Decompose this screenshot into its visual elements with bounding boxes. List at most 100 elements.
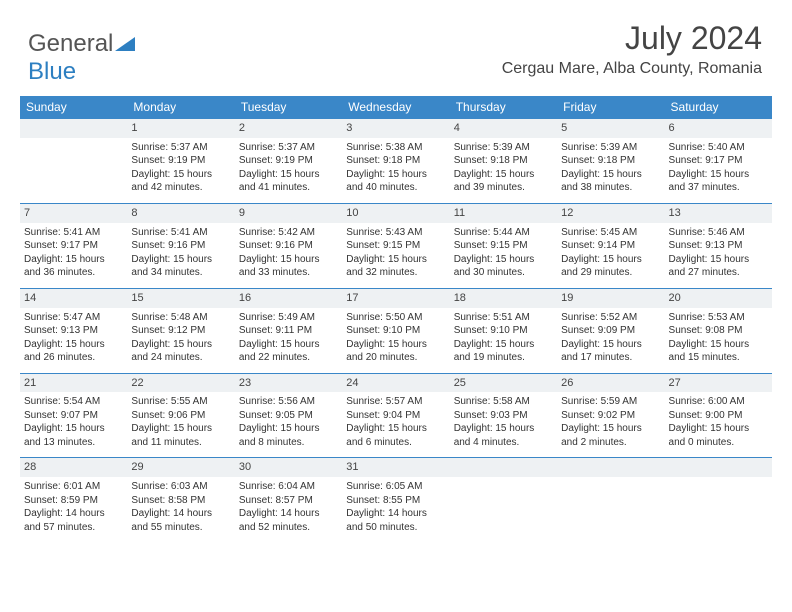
day-details: Sunrise: 5:47 AMSunset: 9:13 PMDaylight:… [24,311,123,365]
calendar-cell: 29Sunrise: 6:03 AMSunset: 8:58 PMDayligh… [127,458,234,542]
day-number: 18 [450,289,557,308]
calendar-cell: 14 Sunrise: 5:47 AMSunset: 9:13 PMDayligh… [20,288,127,373]
weekday-header: Tuesday [235,96,342,119]
day-number: 1 [127,119,234,138]
day-number-empty [20,119,127,138]
day-number: 28 [20,458,127,477]
calendar-cell: 22Sunrise: 5:55 AMSunset: 9:06 PMDayligh… [127,373,234,458]
day-details: Sunrise: 5:57 AMSunset: 9:04 PMDaylight:… [346,395,445,449]
calendar-cell: 12 Sunrise: 5:45 AMSunset: 9:14 PMDayligh… [557,203,664,288]
day-details: Sunrise: 5:50 AMSunset: 9:10 PMDaylight:… [346,311,445,365]
calendar-cell: 9 Sunrise: 5:42 AMSunset: 9:16 PMDaylight… [235,203,342,288]
logo-word2: Blue [28,58,76,85]
day-details: Sunrise: 5:58 AMSunset: 9:03 PMDaylight:… [454,395,553,449]
day-details: Sunrise: 5:43 AMSunset: 9:15 PMDaylight:… [346,226,445,280]
calendar-cell [665,458,772,542]
day-details: Sunrise: 5:37 AMSunset: 9:19 PMDaylight:… [239,141,338,195]
calendar-cell: 27Sunrise: 6:00 AMSunset: 9:00 PMDayligh… [665,373,772,458]
calendar-cell [557,458,664,542]
weekday-header: Saturday [665,96,772,119]
day-details: Sunrise: 5:56 AMSunset: 9:05 PMDaylight:… [239,395,338,449]
day-number: 17 [342,289,449,308]
day-details: Sunrise: 5:49 AMSunset: 9:11 PMDaylight:… [239,311,338,365]
day-details: Sunrise: 6:01 AMSunset: 8:59 PMDaylight:… [24,480,123,534]
day-number: 31 [342,458,449,477]
calendar-cell: 15 Sunrise: 5:48 AMSunset: 9:12 PMDayligh… [127,288,234,373]
calendar-cell: 5Sunrise: 5:39 AMSunset: 9:18 PMDaylight… [557,119,664,204]
calendar-week-row: 7 Sunrise: 5:41 AMSunset: 9:17 PMDaylight… [20,203,772,288]
calendar-table: Sunday Monday Tuesday Wednesday Thursday… [20,96,772,542]
calendar-cell: 2 Sunrise: 5:37 AMSunset: 9:19 PMDaylight… [235,119,342,204]
logo-word1: General [28,30,113,57]
day-details: Sunrise: 5:40 AMSunset: 9:17 PMDaylight:… [669,141,768,195]
calendar-cell: 30 Sunrise: 6:04 AMSunset: 8:57 PMDayligh… [235,458,342,542]
day-number: 2 [235,119,342,138]
day-details: Sunrise: 5:42 AMSunset: 9:16 PMDaylight:… [239,226,338,280]
day-details: Sunrise: 5:48 AMSunset: 9:12 PMDaylight:… [131,311,230,365]
day-number: 26 [557,374,664,393]
location-subtitle: Cergau Mare, Alba County, Romania [502,60,762,78]
day-details: Sunrise: 5:45 AMSunset: 9:14 PMDaylight:… [561,226,660,280]
day-details: Sunrise: 5:54 AMSunset: 9:07 PMDaylight:… [24,395,123,449]
calendar-cell: 24 Sunrise: 5:57 AMSunset: 9:04 PMDayligh… [342,373,449,458]
day-details: Sunrise: 5:51 AMSunset: 9:10 PMDaylight:… [454,311,553,365]
day-number: 14 [20,289,127,308]
day-number: 24 [342,374,449,393]
weekday-header-row: Sunday Monday Tuesday Wednesday Thursday… [20,96,772,119]
day-number: 16 [235,289,342,308]
weekday-header: Monday [127,96,234,119]
calendar-cell: 4Sunrise: 5:39 AMSunset: 9:18 PMDaylight… [450,119,557,204]
calendar-cell: 11 Sunrise: 5:44 AMSunset: 9:15 PMDayligh… [450,203,557,288]
day-number-empty [557,458,664,477]
calendar-cell: 23 Sunrise: 5:56 AMSunset: 9:05 PMDayligh… [235,373,342,458]
day-details: Sunrise: 5:41 AMSunset: 9:16 PMDaylight:… [131,226,230,280]
day-details: Sunrise: 5:39 AMSunset: 9:18 PMDaylight:… [454,141,553,195]
day-number: 20 [665,289,772,308]
day-number: 21 [20,374,127,393]
calendar-cell: 10 Sunrise: 5:43 AMSunset: 9:15 PMDayligh… [342,203,449,288]
weekday-header: Thursday [450,96,557,119]
day-details: Sunrise: 6:04 AMSunset: 8:57 PMDaylight:… [239,480,338,534]
day-number: 12 [557,204,664,223]
weekday-header: Wednesday [342,96,449,119]
day-number: 19 [557,289,664,308]
page-title: July 2024 [625,20,762,57]
calendar-cell: 20 Sunrise: 5:53 AMSunset: 9:08 PMDayligh… [665,288,772,373]
day-number: 7 [20,204,127,223]
day-number: 23 [235,374,342,393]
day-number: 10 [342,204,449,223]
calendar-cell: 16 Sunrise: 5:49 AMSunset: 9:11 PMDayligh… [235,288,342,373]
day-number: 25 [450,374,557,393]
calendar-cell: 18 Sunrise: 5:51 AMSunset: 9:10 PMDayligh… [450,288,557,373]
day-number: 8 [127,204,234,223]
day-details: Sunrise: 5:41 AMSunset: 9:17 PMDaylight:… [24,226,123,280]
calendar-cell: 6Sunrise: 5:40 AMSunset: 9:17 PMDaylight… [665,119,772,204]
calendar-cell: 8 Sunrise: 5:41 AMSunset: 9:16 PMDaylight… [127,203,234,288]
day-number: 11 [450,204,557,223]
day-number: 3 [342,119,449,138]
day-number: 22 [127,374,234,393]
calendar-cell [20,119,127,204]
day-number: 30 [235,458,342,477]
calendar-cell: 21 Sunrise: 5:54 AMSunset: 9:07 PMDayligh… [20,373,127,458]
day-details: Sunrise: 5:44 AMSunset: 9:15 PMDaylight:… [454,226,553,280]
calendar-cell: 19 Sunrise: 5:52 AMSunset: 9:09 PMDayligh… [557,288,664,373]
calendar-cell: 1 Sunrise: 5:37 AMSunset: 9:19 PMDaylight… [127,119,234,204]
calendar-cell: 31 Sunrise: 6:05 AMSunset: 8:55 PMDayligh… [342,458,449,542]
day-details: Sunrise: 5:52 AMSunset: 9:09 PMDaylight:… [561,311,660,365]
day-number: 9 [235,204,342,223]
day-details: Sunrise: 5:37 AMSunset: 9:19 PMDaylight:… [131,141,230,195]
day-number: 15 [127,289,234,308]
calendar-cell [450,458,557,542]
day-number: 5 [557,119,664,138]
day-details: Sunrise: 6:00 AMSunset: 9:00 PMDaylight:… [669,395,768,449]
day-details: Sunrise: 6:05 AMSunset: 8:55 PMDaylight:… [346,480,445,534]
weekday-header: Friday [557,96,664,119]
calendar-cell: 7 Sunrise: 5:41 AMSunset: 9:17 PMDaylight… [20,203,127,288]
calendar-week-row: 14 Sunrise: 5:47 AMSunset: 9:13 PMDayligh… [20,288,772,373]
calendar-week-row: 28 Sunrise: 6:01 AMSunset: 8:59 PMDayligh… [20,458,772,542]
logo-triangle-icon [115,37,135,53]
calendar-cell: 25 Sunrise: 5:58 AMSunset: 9:03 PMDayligh… [450,373,557,458]
day-details: Sunrise: 5:53 AMSunset: 9:08 PMDaylight:… [669,311,768,365]
calendar-week-row: 21 Sunrise: 5:54 AMSunset: 9:07 PMDayligh… [20,373,772,458]
